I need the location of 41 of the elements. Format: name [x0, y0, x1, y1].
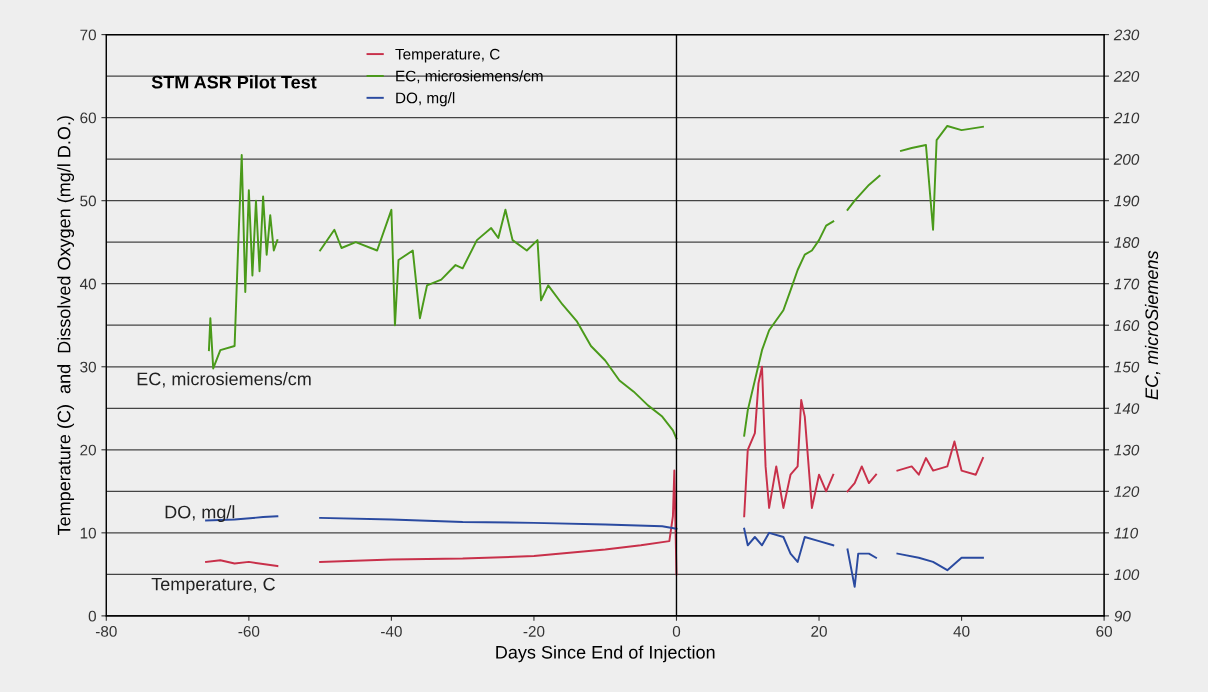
- x-tick-label: 20: [811, 626, 827, 637]
- y-tick-label: 40: [79, 278, 96, 290]
- y2-tick-label: 160: [1114, 320, 1140, 331]
- y2-tick-label: 220: [1113, 70, 1140, 82]
- y2-tick-label: 170: [1114, 278, 1140, 290]
- y2-tick-label: 150: [1114, 361, 1140, 373]
- x-axis-title: Days Since End of Injection: [496, 645, 715, 663]
- y-tick-label: 70: [80, 29, 96, 41]
- y2-tick-label: 210: [1113, 112, 1140, 124]
- x-tick-label: 60: [1096, 626, 1113, 637]
- legend-label: DO, mg/l: [396, 92, 455, 107]
- y2-tick-label: 130: [1114, 444, 1140, 456]
- x-tick-label: 0: [672, 626, 681, 637]
- x-tick-label: -40: [381, 626, 402, 637]
- y2-tick-label: 90: [1114, 610, 1131, 622]
- y-tick-label: 10: [80, 527, 96, 539]
- y-axis-title: Temperature (C) and Dissolved Oxygen (mg/l D.O.): [57, 116, 75, 536]
- annotation: DO, mg/l: [165, 505, 235, 522]
- y-tick-label: 30: [80, 361, 96, 373]
- y2-axis-title: EC, microSiemens: [1144, 250, 1161, 400]
- y-tick-label: 20: [80, 444, 96, 456]
- y2-tick-label: 120: [1114, 486, 1140, 498]
- y2-tick-label: 230: [1113, 29, 1140, 41]
- legend-label: Temperature, C: [395, 48, 500, 63]
- y-tick-label: 60: [80, 112, 96, 124]
- y2-tick-label: 100: [1114, 569, 1140, 581]
- y2-tick-label: 200: [1113, 154, 1140, 165]
- y2-tick-label: 140: [1114, 403, 1140, 414]
- x-tick-label: -60: [238, 626, 260, 637]
- annotation: Temperature, C: [151, 577, 275, 595]
- y-tick-label: 50: [80, 195, 96, 207]
- x-tick-label: -80: [95, 626, 117, 637]
- annotation: EC, microsiemens/cm: [137, 372, 311, 388]
- y2-tick-label: 110: [1114, 527, 1139, 539]
- y2-tick-label: 180: [1114, 237, 1140, 248]
- y2-tick-label: 190: [1114, 195, 1140, 207]
- x-tick-label: 40: [953, 626, 970, 637]
- y-tick-label: 0: [88, 610, 96, 622]
- x-tick-label: -20: [523, 626, 545, 637]
- text: STM ASR Pilot Test: [151, 75, 317, 89]
- legend-label: EC, microsiemens/cm: [396, 70, 543, 84]
